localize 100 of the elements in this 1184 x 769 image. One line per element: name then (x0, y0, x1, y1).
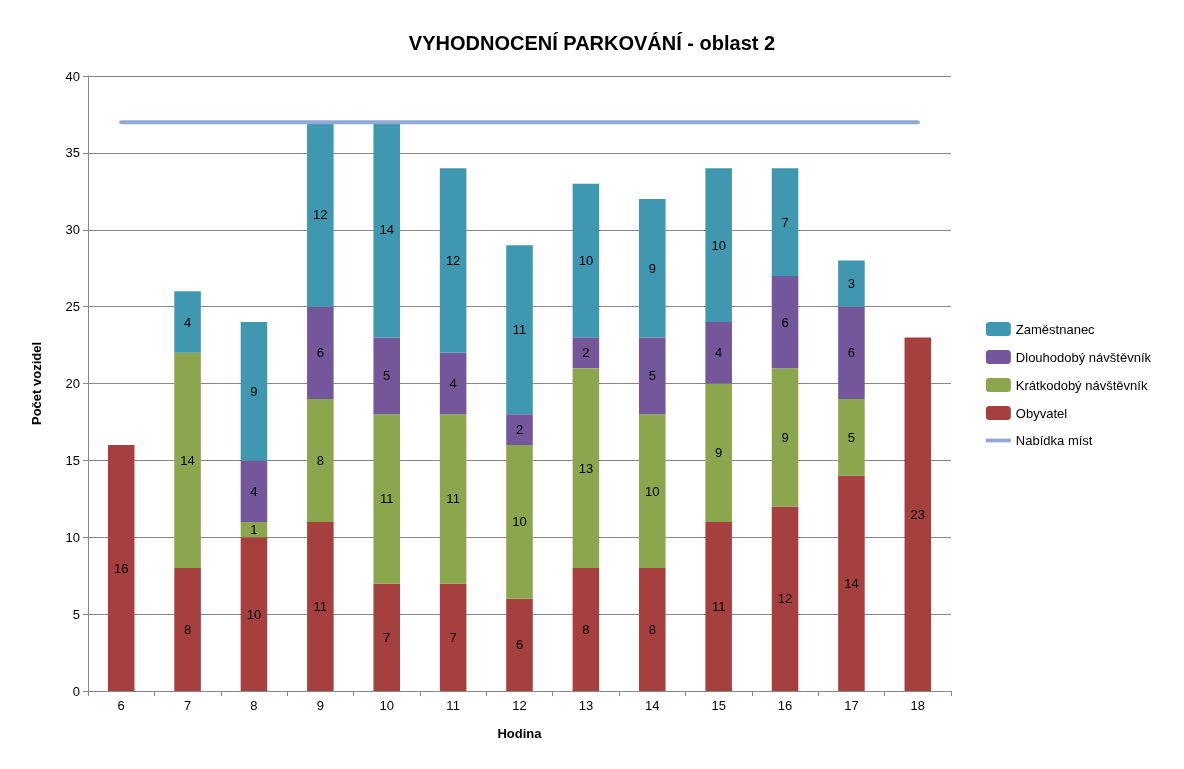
y-tick-label: 40 (65, 68, 80, 84)
bar (705, 168, 732, 322)
x-tick-label: 14 (645, 698, 660, 713)
y-tick-label: 15 (65, 452, 80, 468)
bar (838, 475, 865, 691)
data-label: 14 (180, 452, 195, 468)
bar (506, 445, 533, 599)
bar (506, 598, 533, 691)
data-label: 8 (648, 622, 656, 637)
data-label: 13 (578, 460, 594, 476)
data-label: 5 (847, 429, 856, 445)
bar (373, 583, 401, 691)
bar (838, 260, 865, 307)
y-tick-label: 5 (72, 606, 80, 622)
y-tick-label: 25 (65, 299, 80, 315)
data-label: 10 (512, 514, 527, 530)
bar (307, 306, 334, 399)
bar (838, 306, 865, 399)
x-tick-label: 12 (512, 698, 527, 713)
x-tick-label: 17 (844, 698, 859, 713)
bar (705, 322, 732, 384)
x-tick-label: 13 (578, 698, 594, 713)
x-tick-label: 15 (711, 698, 726, 713)
bar (572, 368, 600, 568)
data-label: 6 (515, 637, 524, 653)
bar (771, 506, 799, 691)
data-label: 10 (246, 606, 262, 622)
x-tick-label: 11 (446, 698, 460, 713)
y-tick-label: 30 (65, 222, 80, 238)
bar (771, 168, 799, 276)
bar (572, 183, 600, 338)
y-tick-label: 20 (65, 376, 80, 391)
data-label: 23 (910, 506, 926, 522)
data-label: 11 (711, 598, 726, 614)
data-label: 7 (449, 629, 457, 645)
data-label: 6 (316, 345, 324, 361)
data-label: 11 (512, 322, 527, 338)
x-tick-label: 18 (910, 698, 926, 713)
data-label: 2 (582, 345, 590, 361)
bar (240, 537, 268, 691)
data-label: 11 (379, 491, 394, 507)
bar (705, 383, 732, 522)
data-label: 8 (582, 622, 590, 637)
data-label: 11 (313, 598, 328, 614)
x-tick-label: 16 (777, 698, 793, 713)
bar (373, 122, 401, 338)
data-label: 10 (578, 253, 594, 268)
legend-label: Krátkodobý návštěvník (1015, 377, 1148, 393)
y-tick-label: 0 (72, 683, 80, 699)
data-label: 14 (379, 222, 394, 238)
data-label: 4 (715, 345, 723, 361)
bar (638, 568, 666, 691)
data-label: 6 (781, 314, 789, 330)
bar (638, 337, 666, 415)
data-label: 8 (183, 622, 192, 637)
x-axis-title: Hodina (497, 726, 543, 741)
data-label: 3 (847, 276, 856, 292)
data-label: 12 (445, 253, 461, 268)
bar (373, 337, 401, 415)
legend-label: Dlouhodobý návštěvník (1015, 349, 1152, 365)
bar (439, 168, 467, 353)
bar (307, 521, 334, 691)
bar (307, 122, 334, 307)
x-tick-label: 10 (379, 698, 394, 713)
bar (705, 521, 732, 691)
bar (506, 414, 533, 445)
legend-label: Zaměstnanec (1015, 321, 1096, 337)
bar (174, 568, 201, 691)
data-label: 10 (645, 483, 660, 499)
bar (107, 445, 135, 691)
bar (771, 275, 799, 369)
bar (904, 337, 932, 691)
y-tick-label: 10 (65, 529, 80, 545)
data-label: 5 (383, 368, 391, 384)
data-label: 9 (250, 383, 258, 399)
bar (174, 352, 201, 568)
data-label: 14 (844, 575, 859, 591)
data-label: 10 (711, 237, 726, 253)
bar (838, 398, 865, 476)
legend-label: Obyvatel (1015, 405, 1068, 421)
data-label: 6 (847, 345, 856, 361)
bar (439, 583, 467, 691)
data-label: 7 (383, 629, 391, 645)
bar (638, 414, 666, 568)
data-label: 9 (648, 260, 656, 276)
data-label: 12 (313, 206, 328, 222)
bar (174, 291, 201, 353)
data-label: 5 (648, 368, 656, 384)
data-label: 2 (515, 422, 524, 438)
bar (572, 337, 600, 369)
y-axis-title: Počet vozidel (29, 341, 44, 426)
data-label: 12 (777, 591, 793, 607)
data-label: 16 (113, 560, 129, 576)
bar (373, 414, 401, 584)
bar (638, 199, 666, 338)
bar (439, 352, 467, 415)
data-label: 4 (449, 376, 457, 391)
bar (240, 322, 268, 461)
data-label: 8 (316, 452, 324, 468)
x-tick-label: 6 (117, 698, 125, 713)
